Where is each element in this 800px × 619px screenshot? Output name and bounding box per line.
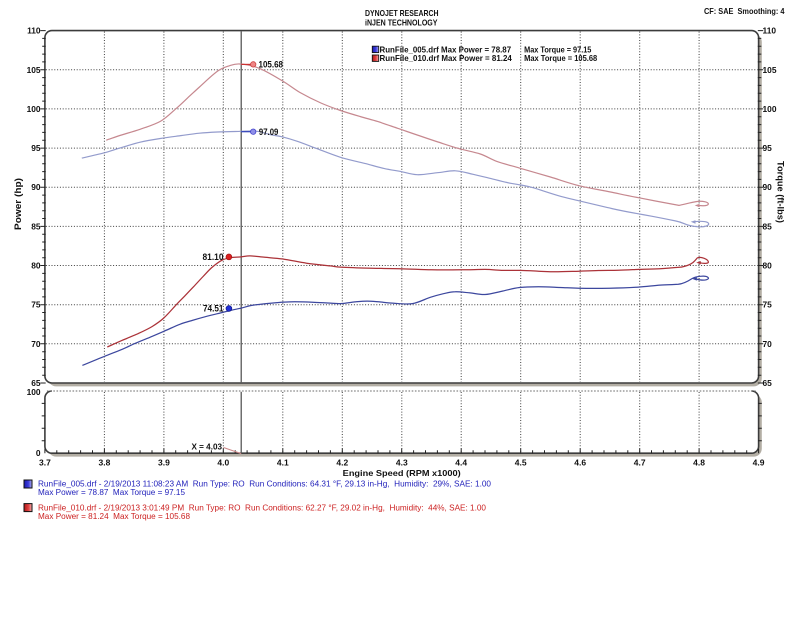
svg-text:Max Power = 81.24 Max Torque: Max Power = 81.24 Max Torque = 105.68 [38, 512, 191, 521]
svg-text:Torque (ft-lbs): Torque (ft-lbs) [776, 161, 786, 223]
svg-text:80: 80 [31, 261, 41, 271]
svg-text:105: 105 [763, 65, 777, 75]
svg-text:RunFile_005.drf Max Power = 78: RunFile_005.drf Max Power = 78.87 [380, 45, 512, 54]
svg-text:RunFile_010.drf - 2/19/2013 3:: RunFile_010.drf - 2/19/2013 3:01:49 PM R… [38, 503, 487, 512]
svg-text:4.4: 4.4 [455, 458, 467, 468]
svg-text:105.68: 105.68 [259, 60, 284, 70]
svg-text:DYNOJET RESEARCH: DYNOJET RESEARCH [365, 8, 439, 18]
svg-text:75: 75 [763, 300, 773, 310]
svg-text:100: 100 [763, 104, 777, 114]
svg-text:4.2: 4.2 [336, 458, 348, 468]
svg-text:4.8: 4.8 [693, 458, 705, 468]
svg-text:X = 4.03: X = 4.03 [192, 441, 223, 451]
svg-text:4.1: 4.1 [277, 458, 289, 468]
svg-text:Max Torque = 105.68: Max Torque = 105.68 [524, 54, 598, 63]
svg-text:85: 85 [31, 221, 41, 231]
svg-text:90: 90 [31, 182, 41, 192]
svg-text:3.7: 3.7 [39, 458, 51, 468]
svg-text:70: 70 [763, 339, 773, 349]
svg-text:75: 75 [31, 300, 41, 310]
svg-text:3.9: 3.9 [158, 458, 170, 468]
svg-text:81.10: 81.10 [203, 252, 224, 262]
svg-text:70: 70 [31, 339, 41, 349]
svg-text:0: 0 [36, 448, 41, 458]
svg-text:100: 100 [27, 104, 41, 114]
svg-text:110: 110 [27, 26, 41, 36]
svg-text:Engine Speed (RPM x1000): Engine Speed (RPM x1000) [343, 468, 461, 478]
svg-text:RunFile_005.drf - 2/19/2013 11: RunFile_005.drf - 2/19/2013 11:08:23 AM … [38, 480, 492, 489]
svg-text:RunFile_010.drf Max Power = 81: RunFile_010.drf Max Power = 81.24 [380, 54, 513, 63]
svg-text:100: 100 [27, 387, 41, 397]
svg-text:iNJEN TECHNOLOGY: iNJEN TECHNOLOGY [365, 17, 438, 27]
svg-text:95: 95 [31, 143, 41, 153]
svg-text:Max Torque = 97.15: Max Torque = 97.15 [524, 45, 592, 54]
svg-text:65: 65 [31, 378, 41, 388]
svg-text:65: 65 [763, 378, 773, 388]
svg-text:80: 80 [763, 261, 773, 271]
svg-text:85: 85 [763, 221, 773, 231]
svg-text:4.3: 4.3 [396, 458, 408, 468]
svg-text:105: 105 [27, 65, 41, 75]
svg-text:4.0: 4.0 [217, 458, 229, 468]
svg-text:110: 110 [763, 26, 777, 36]
svg-text:Power (hp): Power (hp) [13, 178, 23, 230]
svg-text:95: 95 [763, 143, 773, 153]
svg-text:3.8: 3.8 [98, 458, 110, 468]
svg-text:CF: SAE Smoothing: 4: CF: SAE Smoothing: 4 [704, 6, 785, 16]
svg-text:4.7: 4.7 [634, 458, 646, 468]
svg-text:4.9: 4.9 [753, 458, 765, 468]
svg-text:Max Power = 78.87 Max Torque: Max Power = 78.87 Max Torque = 97.15 [38, 488, 186, 497]
svg-text:97.09: 97.09 [259, 127, 279, 137]
svg-text:4.6: 4.6 [574, 458, 586, 468]
svg-text:90: 90 [763, 182, 773, 192]
svg-text:4.5: 4.5 [515, 458, 527, 468]
svg-text:74.51: 74.51 [203, 304, 224, 314]
